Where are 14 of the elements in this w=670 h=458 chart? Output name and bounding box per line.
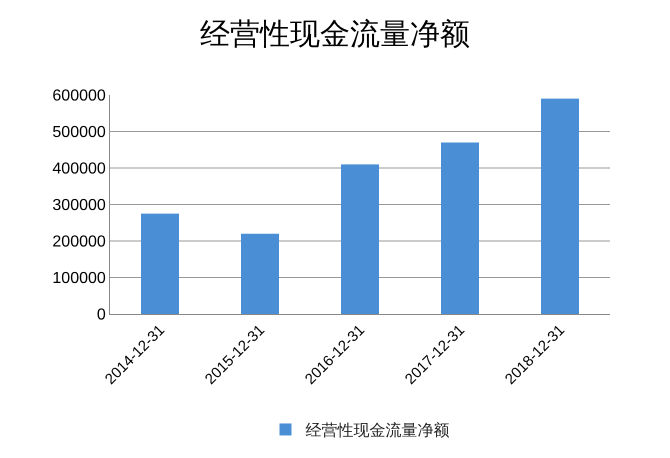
chart-title: 经营性现金流量净额: [200, 16, 470, 52]
y-tick-label: 200000: [52, 234, 106, 251]
bar: [241, 234, 279, 314]
y-tick-label: 600000: [52, 88, 106, 105]
y-tick-label: 100000: [52, 270, 106, 288]
bar: [141, 214, 179, 314]
bar: [541, 98, 579, 314]
bar: [441, 142, 479, 314]
y-tick-label: 0: [96, 306, 106, 324]
y-tick-label: 400000: [52, 160, 106, 178]
bar: [341, 164, 379, 314]
y-tick-label: 300000: [52, 197, 106, 214]
y-tick-label: 500000: [52, 124, 106, 142]
legend-label: 经营性现金流量净额: [306, 420, 450, 440]
